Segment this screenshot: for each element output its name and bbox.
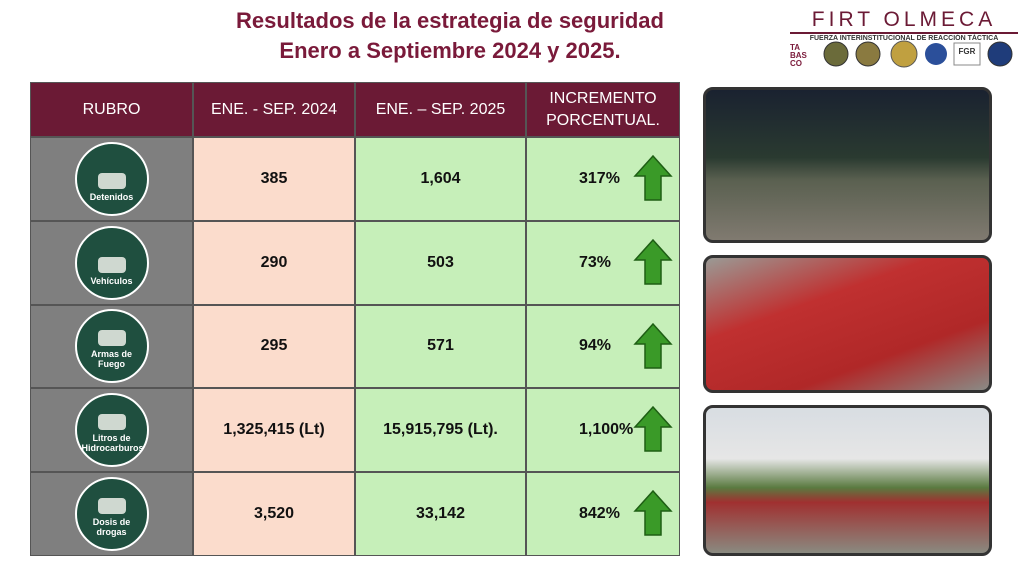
icon-badge: Dosis de drogas xyxy=(74,477,149,552)
table-cell: 1,325,415 (Lt) xyxy=(193,388,355,473)
icon-cell: Vehículos xyxy=(30,220,193,305)
icon-label: Detenidos xyxy=(89,191,134,202)
icon-cell: Armas de Fuego xyxy=(30,304,193,389)
icon xyxy=(97,256,126,273)
table-cell: 15,915,795 (Lt). xyxy=(355,388,526,473)
table-cell: 385 xyxy=(193,137,355,221)
icon xyxy=(97,414,126,431)
icon-badge: Armas de Fuego xyxy=(74,309,149,384)
photo-weapons xyxy=(703,255,992,393)
icon-label: Armas de Fuego xyxy=(90,349,133,370)
icon xyxy=(97,330,126,347)
column-header: INCREMENTO PORCENTUAL. xyxy=(526,82,680,137)
up-arrow xyxy=(633,154,673,201)
logo-name: FIRT OLMECA xyxy=(811,8,997,31)
badge-tabasco: TA BAS CO xyxy=(790,44,814,68)
emblems xyxy=(823,40,1013,68)
table-cell: 3,520 xyxy=(193,472,355,556)
title-line: Enero a Septiembre 2024 y 2025. xyxy=(279,38,621,63)
icon-badge: Litros de Hidrocarburos xyxy=(74,393,149,468)
table-cell: 1,100% xyxy=(526,388,680,473)
icon-label: Vehículos xyxy=(90,275,133,286)
icon-label: Dosis de drogas xyxy=(92,517,131,538)
table-cell: 317% xyxy=(526,137,680,221)
logo-subtitle: FUERZA INTERINSTITUCIONAL DE REACCIÓN TÁ… xyxy=(790,32,1018,42)
icon-badge: Vehículos xyxy=(74,225,149,300)
badge-text: TA xyxy=(790,43,801,52)
table-cell: 571 xyxy=(355,304,526,389)
icon-cell: Litros de Hidrocarburos xyxy=(30,388,193,473)
table-cell: 94% xyxy=(526,304,680,389)
column-header: RUBRO xyxy=(30,82,193,137)
photo-tanker xyxy=(703,405,992,556)
badge-text: BAS xyxy=(790,51,807,60)
table-cell: 73% xyxy=(526,220,680,305)
icon-cell: Dosis de drogas xyxy=(30,472,193,556)
table-cell: 1,604 xyxy=(355,137,526,221)
up-arrow xyxy=(633,406,673,453)
photo-detainees xyxy=(703,87,992,243)
icon-badge: Detenidos xyxy=(74,141,149,216)
up-arrow xyxy=(633,490,673,536)
up-arrow xyxy=(633,322,673,369)
table-cell: 295 xyxy=(193,304,355,389)
column-header: ENE. – SEP. 2025 xyxy=(355,82,526,137)
icon xyxy=(97,498,126,515)
table-cell: 842% xyxy=(526,472,680,556)
icon-cell: Detenidos xyxy=(30,137,193,221)
up-arrow xyxy=(633,238,673,285)
badge-text: CO xyxy=(790,59,802,68)
column-header: ENE. - SEP. 2024 xyxy=(193,82,355,137)
title-line: Resultados de la estrategia de seguridad xyxy=(236,8,664,33)
badge-fgr: FGR xyxy=(958,47,976,56)
table-cell: 33,142 xyxy=(355,472,526,556)
icon xyxy=(97,172,126,189)
icon-label: Litros de Hidrocarburos xyxy=(81,433,144,454)
table-cell: 503 xyxy=(355,220,526,305)
table-cell: 290 xyxy=(193,220,355,305)
